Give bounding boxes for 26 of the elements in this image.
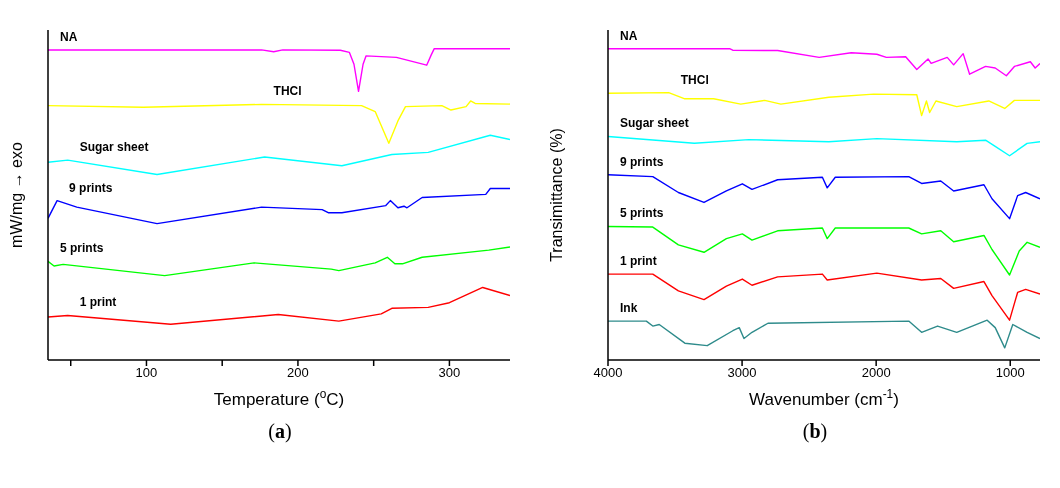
series-label: Ink xyxy=(620,301,638,316)
text: (a) xyxy=(267,420,293,443)
text: (b) xyxy=(801,420,829,443)
series-label: 1 print xyxy=(620,254,657,269)
series-label: 5 prints xyxy=(620,206,664,221)
x-tick-label: 3000 xyxy=(727,365,757,381)
series-label: 5 prints xyxy=(60,241,104,256)
series-label: THCl xyxy=(273,84,302,99)
series-label: 9 prints xyxy=(69,180,113,195)
x-tick-label: 4000 xyxy=(593,365,623,381)
x-tick-label: 1000 xyxy=(995,365,1025,381)
series-label: THCl xyxy=(680,72,709,87)
x-tick-label: 2000 xyxy=(861,365,891,381)
series-label: NA xyxy=(620,28,638,43)
series-label: 1 print xyxy=(79,295,117,310)
series-label: 9 prints xyxy=(620,154,664,169)
x-tick-label: 300 xyxy=(438,365,461,381)
x-tick-label: 100 xyxy=(135,365,158,381)
y-axis-title: Transimittance (%) xyxy=(548,128,565,262)
series-label: Sugar sheet xyxy=(79,140,149,155)
x-axis-title: Temperature ($^{o}$C) xyxy=(213,387,345,409)
series-label: Sugar sheet xyxy=(620,116,689,131)
x-tick-label: 200 xyxy=(287,365,309,381)
series-label: NA xyxy=(60,29,78,44)
y-axis-title: mW/mg → exo xyxy=(8,142,25,248)
x-axis-title: Wavenumber (cm$^{-1}$) xyxy=(749,387,899,409)
